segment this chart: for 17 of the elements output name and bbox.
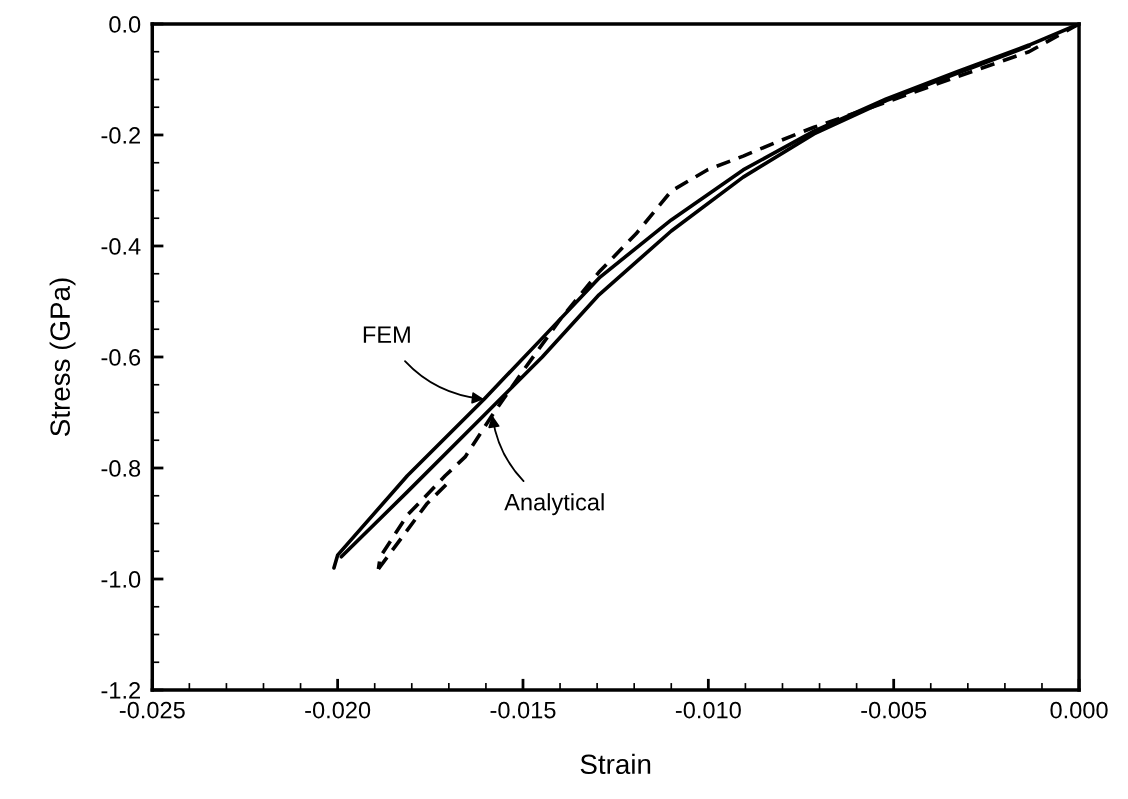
x-tick-label: -0.015	[490, 701, 556, 719]
y-tick-label: 0.0	[109, 16, 141, 33]
y-tick-label: -1.2	[101, 682, 140, 699]
y-tick-label: -0.6	[101, 349, 141, 366]
x-tick-label: -0.025	[119, 701, 185, 719]
x-tick-label: 0.000	[1050, 701, 1108, 719]
x-tick-label: -0.010	[675, 701, 741, 719]
y-tick-label: -0.8	[101, 460, 141, 477]
y-tick-label: -0.2	[101, 127, 140, 144]
annotation: FEM	[363, 326, 410, 343]
y-axis-title: Stress (GPa)	[49, 278, 76, 436]
y-tick-label: -0.4	[101, 238, 141, 255]
x-tick-label: -0.005	[861, 701, 927, 719]
y-tick-label: -1.0	[101, 571, 141, 588]
x-axis-title: Strain	[580, 753, 651, 775]
annotation: Analytical	[504, 493, 604, 516]
x-tick-label: -0.020	[305, 701, 371, 719]
